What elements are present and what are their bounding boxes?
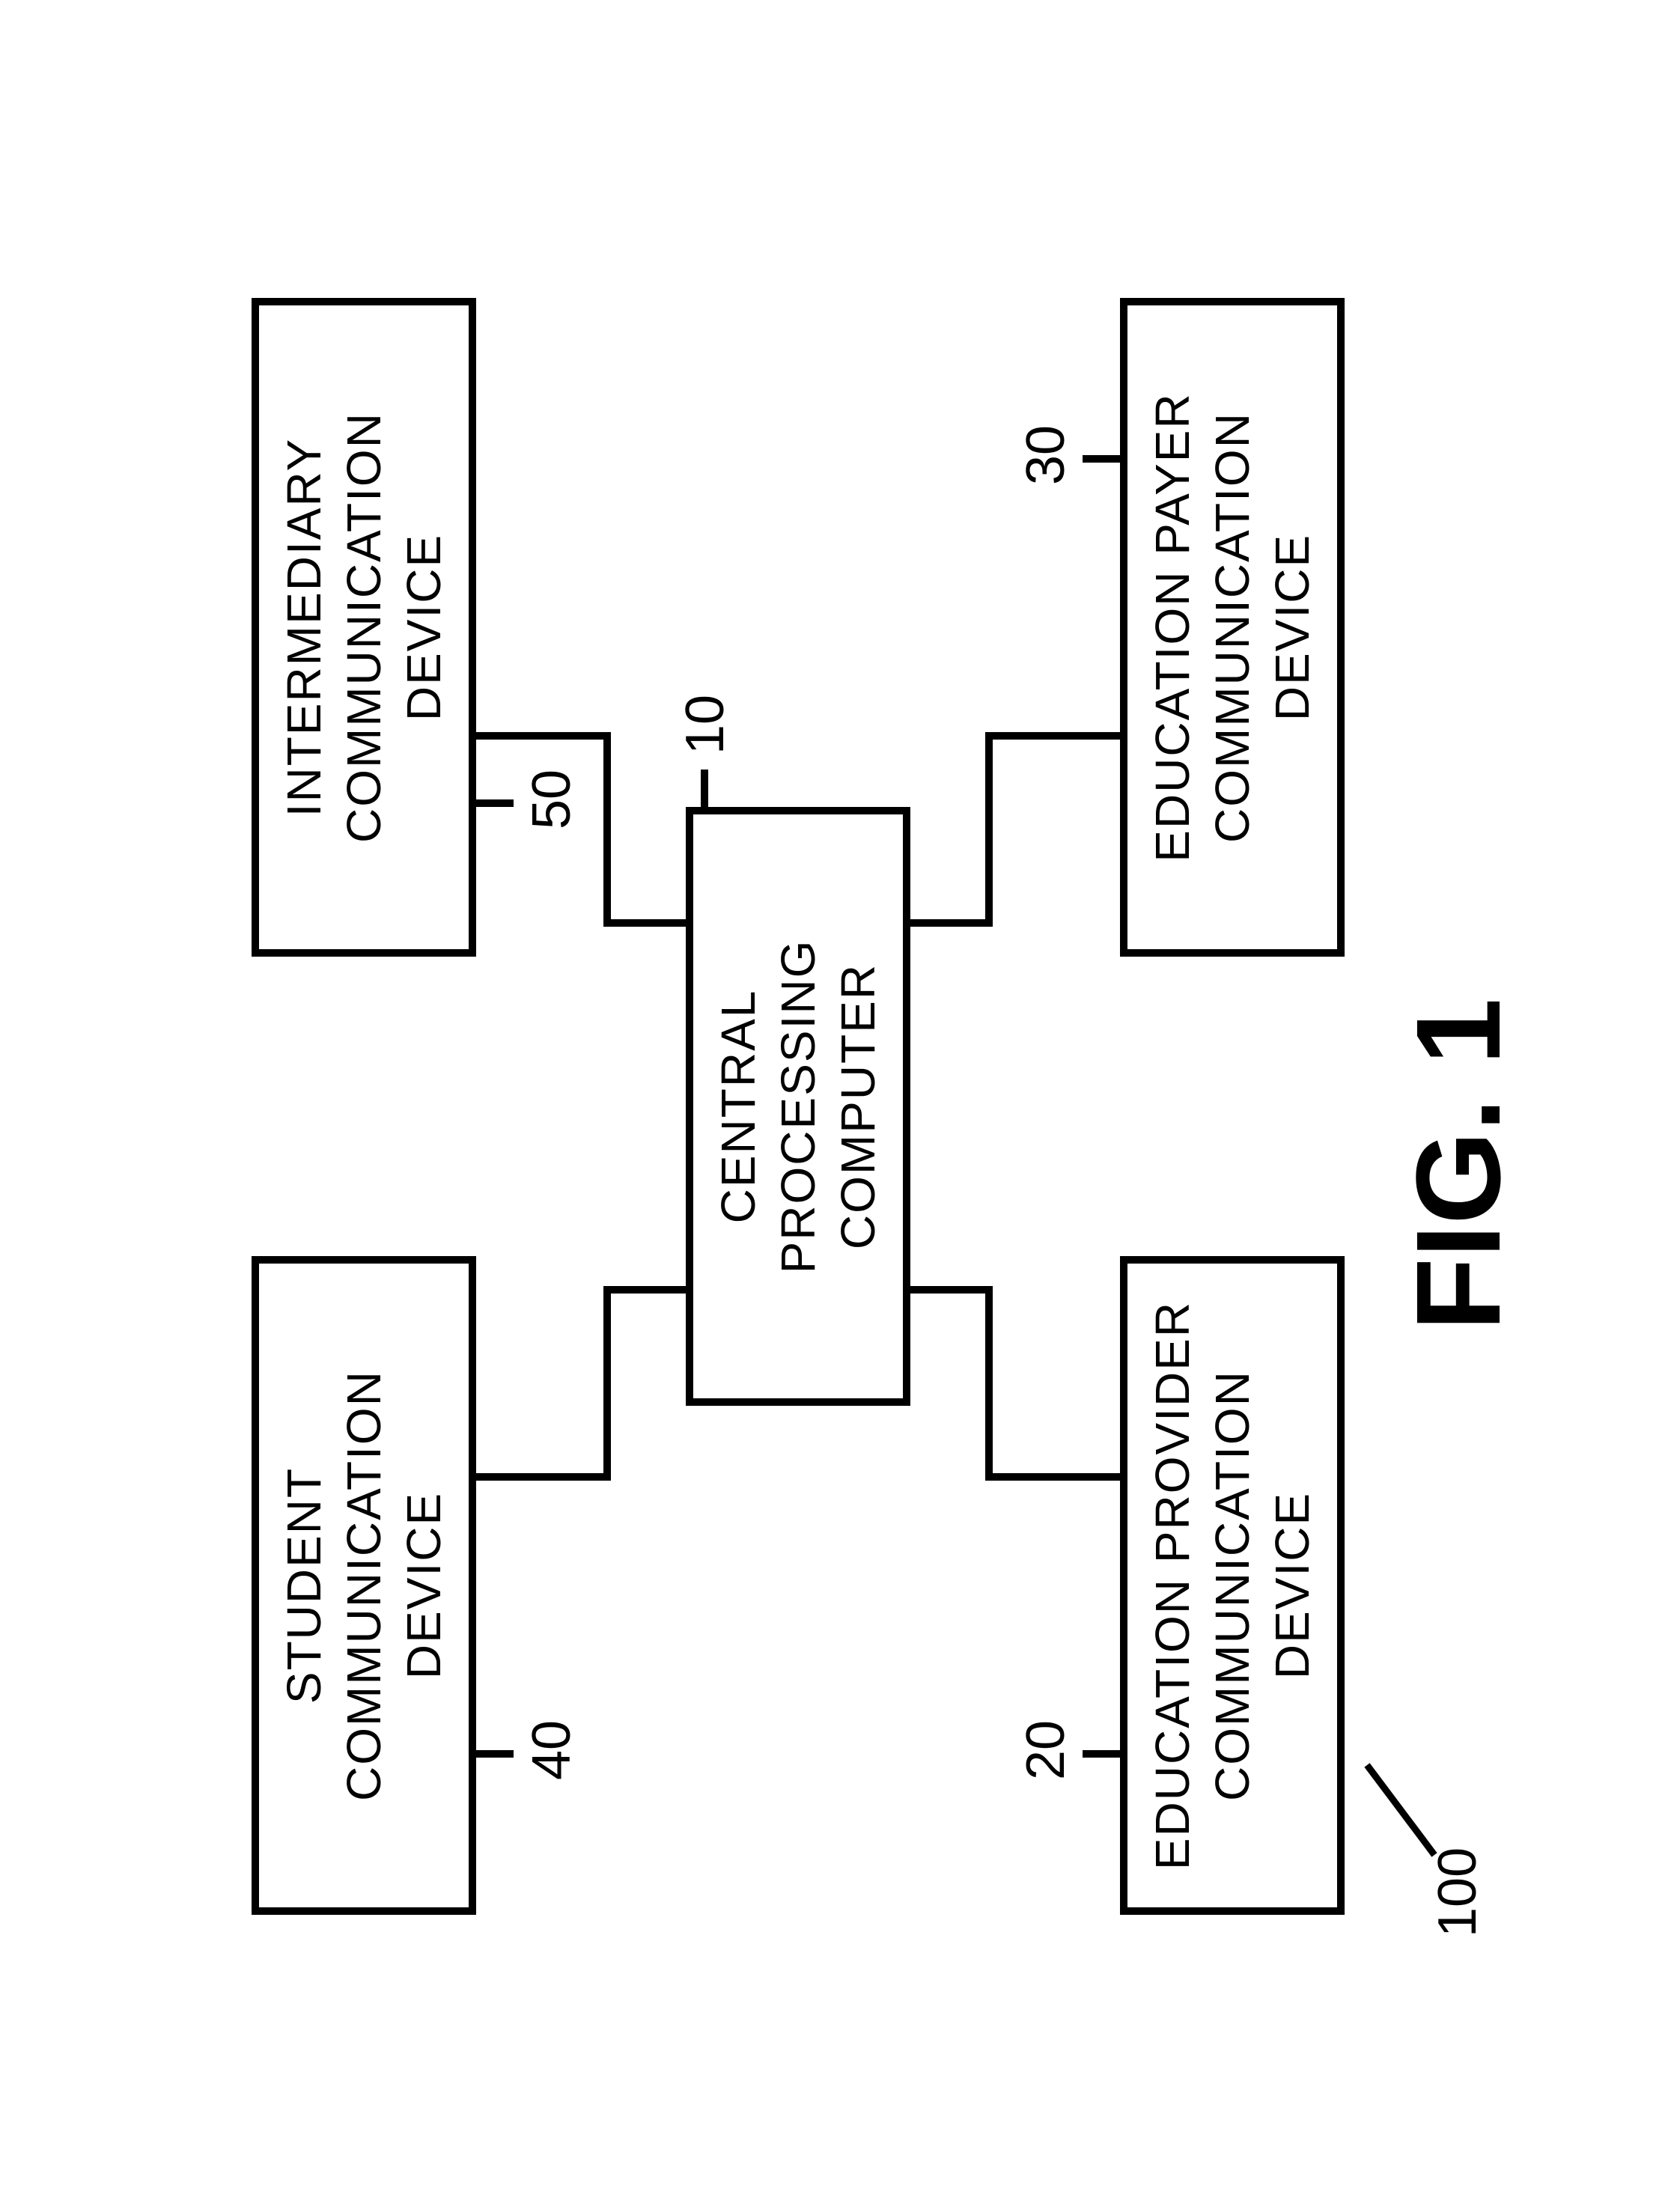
conn-student-v	[476, 1473, 611, 1481]
box-central-label: CENTRAL PROCESSINGCOMPUTER	[708, 829, 888, 1383]
box-student: STUDENTCOMMUNICATION DEVICE	[252, 1256, 476, 1915]
ref-40: 40	[521, 1719, 582, 1779]
tick-20	[1083, 1750, 1120, 1758]
box-payer-label: EDUCATION PAYERCOMMUNICATION DEVICE	[1142, 320, 1322, 934]
diagram-container: STUDENTCOMMUNICATION DEVICE 40 INTERMEDI…	[162, 208, 1509, 2005]
box-provider-label: EDUCATION PROVIDERCOMMUNICATION DEVICE	[1142, 1279, 1322, 1892]
conn-inter-v	[476, 732, 611, 740]
tick-30	[1083, 455, 1120, 463]
conn-student-v2	[603, 1286, 686, 1294]
tick-10	[701, 770, 708, 807]
ref-20: 20	[1015, 1719, 1077, 1779]
ref-30: 30	[1015, 424, 1077, 484]
conn-payer-v2	[910, 919, 993, 927]
conn-payer-h	[985, 732, 993, 927]
conn-student-h	[603, 1286, 611, 1481]
conn-prov-v	[985, 1473, 1120, 1481]
ref-100: 100	[1427, 1847, 1488, 1937]
tick-40	[476, 1750, 514, 1758]
box-intermediary-label: INTERMEDIARYCOMMUNICATION DEVICE	[274, 320, 454, 934]
figure-label: FIG. 1	[1390, 998, 1527, 1331]
conn-inter-v2	[603, 919, 686, 927]
conn-prov-v2	[910, 1286, 993, 1294]
box-provider: EDUCATION PROVIDERCOMMUNICATION DEVICE	[1120, 1256, 1345, 1915]
ref-50: 50	[521, 769, 582, 829]
conn-prov-h	[985, 1286, 993, 1481]
conn-inter-h	[603, 732, 611, 927]
ref-10: 10	[675, 694, 736, 754]
conn-payer-v	[985, 732, 1120, 740]
box-payer: EDUCATION PAYERCOMMUNICATION DEVICE	[1120, 298, 1345, 957]
box-intermediary: INTERMEDIARYCOMMUNICATION DEVICE	[252, 298, 476, 957]
tick-50	[476, 799, 514, 807]
box-student-label: STUDENTCOMMUNICATION DEVICE	[274, 1279, 454, 1892]
box-central: CENTRAL PROCESSINGCOMPUTER	[686, 807, 910, 1406]
